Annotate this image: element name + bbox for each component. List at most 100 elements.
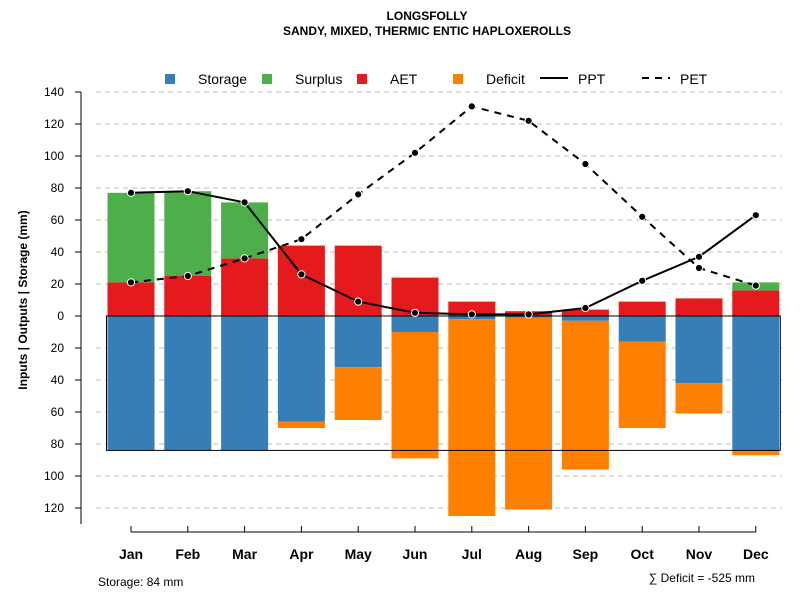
- x-axis: Jan Feb Mar Apr May Jun Jul Aug Sep Oct Nov Dec: [119, 526, 769, 562]
- x-tick-label-jan: Jan: [119, 546, 143, 562]
- surplus-bar-feb: [164, 191, 212, 276]
- y-tick-label: 20: [51, 277, 65, 291]
- pet-point: [524, 116, 533, 125]
- aet-bar-jul: [448, 301, 496, 316]
- ppt-point: [183, 187, 192, 196]
- aet-bar-dec: [732, 290, 780, 316]
- pet-point: [354, 190, 363, 199]
- pet-point: [297, 235, 306, 244]
- pet-line: [130, 105, 757, 287]
- deficit-bar-sep: [561, 320, 609, 470]
- storage-bar-oct: [618, 316, 666, 342]
- pet-point: [410, 148, 420, 157]
- x-tick-label-aug: Aug: [515, 546, 542, 562]
- ppt-point: [126, 188, 136, 197]
- x-tick-label-oct: Oct: [631, 546, 655, 562]
- ppt-point: [467, 310, 476, 319]
- ppt-point: [638, 276, 647, 285]
- y-tick-label: 40: [51, 245, 65, 259]
- deficit-bar-oct: [618, 341, 666, 428]
- chart-title: LONGSFOLLY: [387, 9, 468, 23]
- y-tick-label: 100: [44, 149, 64, 163]
- aet-bar-oct: [618, 301, 666, 316]
- ppt-point: [694, 252, 704, 261]
- x-tick-label-may: May: [345, 546, 372, 562]
- y-tick-label: 20: [51, 341, 65, 355]
- y-axis-label: Inputs | Outputs | Storage (mm): [16, 210, 30, 389]
- x-tick-label-dec: Dec: [743, 546, 769, 562]
- pet-point: [467, 102, 476, 111]
- deficit-note: ∑ Deficit = -525 mm: [649, 571, 755, 585]
- storage-bar-sep: [561, 316, 609, 321]
- storage-bar-jan: [107, 316, 155, 451]
- y-tick-label: 40: [51, 373, 65, 387]
- y-axis: 140 120 100 80 60 40 20 0 20 40 60 80 100 120: [44, 85, 82, 524]
- legend-swatch-aet: [357, 74, 367, 84]
- deficit-bar-nov: [675, 383, 723, 414]
- ppt-line: [130, 190, 757, 316]
- deficit-bar-apr: [277, 421, 325, 428]
- deficit-bar-jun: [391, 332, 439, 459]
- legend-swatch-surplus: [262, 74, 272, 84]
- ppt-point: [581, 303, 590, 313]
- legend-label-aet: AET: [390, 71, 418, 87]
- legend-swatch-storage: [165, 74, 175, 84]
- x-tick-label-sep: Sep: [573, 546, 599, 562]
- y-tick-label: 60: [51, 213, 65, 227]
- pet-point: [240, 254, 249, 263]
- y-tick-label: 80: [51, 181, 65, 195]
- gridlines: [96, 91, 782, 509]
- aet-bar-feb: [164, 276, 212, 316]
- chart-subtitle: SANDY, MIXED, THERMIC ENTIC HAPLOXEROLLS: [283, 24, 571, 38]
- deficit-bar-dec: [732, 450, 780, 456]
- x-tick-label-apr: Apr: [289, 546, 314, 562]
- legend-label-deficit: Deficit: [486, 71, 525, 87]
- legend-label-ppt: PPT: [578, 71, 606, 87]
- y-tick-label: 100: [44, 469, 64, 483]
- x-tick-label-feb: Feb: [175, 546, 200, 562]
- ppt-point: [240, 198, 249, 207]
- storage-note: Storage: 84 mm: [98, 575, 183, 589]
- legend-label-storage: Storage: [198, 71, 247, 87]
- pet-point: [638, 212, 647, 221]
- legend: Storage Surplus AET Deficit PPT PET: [165, 71, 708, 87]
- legend-label-surplus: Surplus: [295, 71, 342, 87]
- storage-bar-apr: [277, 316, 325, 422]
- storage-bar-feb: [164, 316, 212, 451]
- ppt-point: [354, 297, 363, 306]
- storage-bar-dec: [732, 316, 780, 451]
- y-tick-label: 140: [44, 85, 64, 99]
- aet-bar-apr: [277, 245, 325, 316]
- y-tick-label: 60: [51, 405, 65, 419]
- series-lines: [126, 102, 760, 319]
- surplus-bar-mar: [221, 202, 269, 259]
- aet-bar-mar: [221, 258, 269, 316]
- storage-bar-jun: [391, 316, 439, 332]
- deficit-bar-jul: [448, 319, 496, 516]
- pet-point: [694, 263, 704, 273]
- pet-point: [126, 278, 136, 287]
- aet-bar-jan: [107, 282, 155, 316]
- x-tick-label-mar: Mar: [232, 546, 257, 562]
- ppt-point: [297, 270, 306, 279]
- storage-bar-mar: [221, 316, 269, 451]
- y-tick-label: 120: [44, 117, 64, 131]
- deficit-bar-may: [334, 367, 382, 420]
- deficit-bar-aug: [505, 317, 553, 510]
- ppt-point: [751, 211, 760, 220]
- y-tick-label: 80: [51, 437, 65, 451]
- storage-bar-nov: [675, 316, 723, 384]
- pet-point: [751, 281, 760, 290]
- x-tick-label-jun: Jun: [403, 546, 428, 562]
- y-tick-label: 120: [44, 501, 64, 515]
- bars: [106, 191, 781, 516]
- aet-bar-sep: [561, 309, 609, 316]
- pet-point: [183, 271, 192, 281]
- storage-bar-may: [334, 316, 382, 368]
- x-tick-label-jul: Jul: [462, 546, 482, 562]
- legend-swatch-deficit: [453, 74, 463, 84]
- ppt-point: [410, 308, 420, 317]
- x-tick-label-nov: Nov: [686, 546, 713, 562]
- ppt-point: [524, 310, 533, 319]
